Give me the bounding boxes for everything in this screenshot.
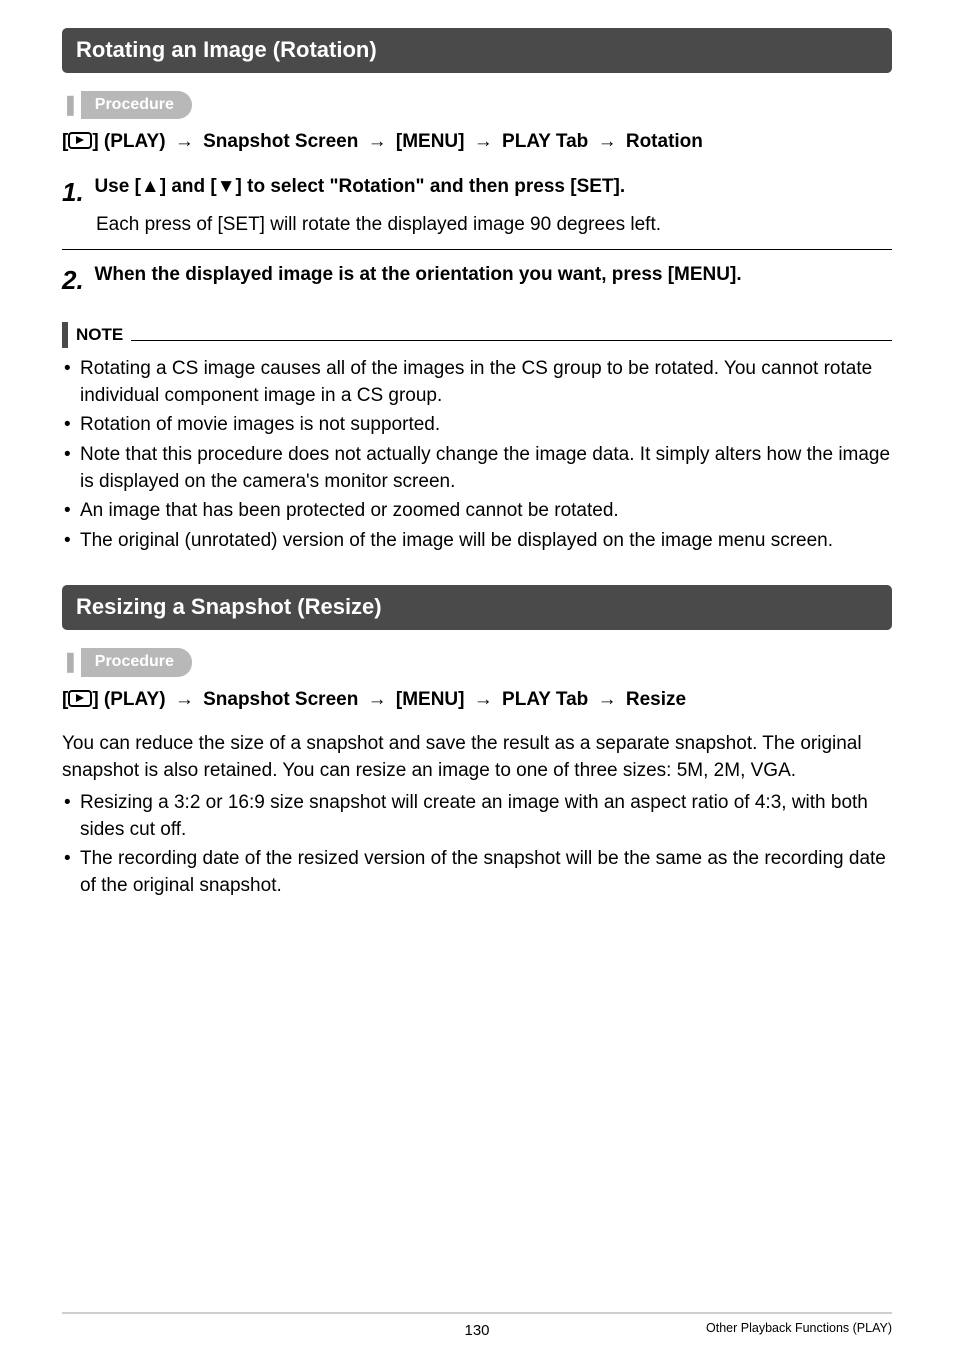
note-label: NOTE [76,323,123,347]
step-number: 2. [62,262,90,298]
menu-path-rotation: [] (PLAY) → Snapshot Screen → [MENU] → P… [62,129,892,156]
procedure-bullet-icon: ❚ [62,95,79,115]
procedure-row: ❚ Procedure [62,91,892,119]
note-item: Rotation of movie images is not supporte… [62,412,892,439]
path-menu: [MENU] [396,131,465,152]
note-item: The original (unrotated) version of the … [62,528,892,555]
play-label: ] (PLAY) [92,131,165,152]
procedure-label: Procedure [81,91,192,119]
arrow-icon: → [175,689,194,710]
step-2: 2. When the displayed image is at the or… [62,262,892,298]
footer-line [62,1312,892,1314]
section-header-resize: Resizing a Snapshot (Resize) [62,585,892,630]
procedure-label: Procedure [81,648,192,676]
intro-text-resize: You can reduce the size of a snapshot an… [62,731,892,784]
step-1: 1. Use [▲] and [▼] to select "Rotation" … [62,174,892,239]
path-rotation: Rotation [626,131,703,152]
procedure-bullet-icon: ❚ [62,652,79,672]
path-resize: Resize [626,689,686,710]
note-item: Resizing a 3:2 or 16:9 size snapshot wil… [62,790,892,843]
path-menu: [MENU] [396,689,465,710]
arrow-icon: → [368,689,387,710]
note-item: Note that this procedure does not actual… [62,442,892,495]
path-snapshot-screen: Snapshot Screen [203,689,358,710]
play-label: ] (PLAY) [92,689,165,710]
arrow-icon: → [474,131,493,152]
note-item: Rotating a CS image causes all of the im… [62,356,892,409]
page-footer: 130 Other Playback Functions (PLAY) [0,1312,954,1338]
arrow-icon: → [175,131,194,152]
step-separator [62,249,892,250]
play-icon [68,690,92,707]
step-title: Use [▲] and [▼] to select "Rotation" and… [94,176,625,197]
path-play-tab: PLAY Tab [502,131,588,152]
arrow-icon: → [368,131,387,152]
path-play-tab: PLAY Tab [502,689,588,710]
step-title: When the displayed image is at the orien… [94,264,741,285]
note-item: An image that has been protected or zoom… [62,498,892,525]
step-body: Each press of [SET] will rotate the disp… [96,212,892,239]
path-snapshot-screen: Snapshot Screen [203,131,358,152]
play-icon [68,132,92,149]
notes-list-rotation: Rotating a CS image causes all of the im… [62,356,892,554]
arrow-icon: → [598,689,617,710]
arrow-icon: → [598,131,617,152]
note-header: NOTE [62,322,892,348]
footer-section-name: Other Playback Functions (PLAY) [706,1320,892,1338]
step-number: 1. [62,174,90,210]
notes-list-resize: Resizing a 3:2 or 16:9 size snapshot wil… [62,790,892,899]
menu-path-resize: [] (PLAY) → Snapshot Screen → [MENU] → P… [62,687,892,714]
note-bar-icon [62,322,68,348]
note-line [131,340,892,341]
arrow-icon: → [474,689,493,710]
section-header-rotation: Rotating an Image (Rotation) [62,28,892,73]
note-item: The recording date of the resized versio… [62,846,892,899]
page-number: 130 [464,1320,489,1341]
procedure-row: ❚ Procedure [62,648,892,676]
